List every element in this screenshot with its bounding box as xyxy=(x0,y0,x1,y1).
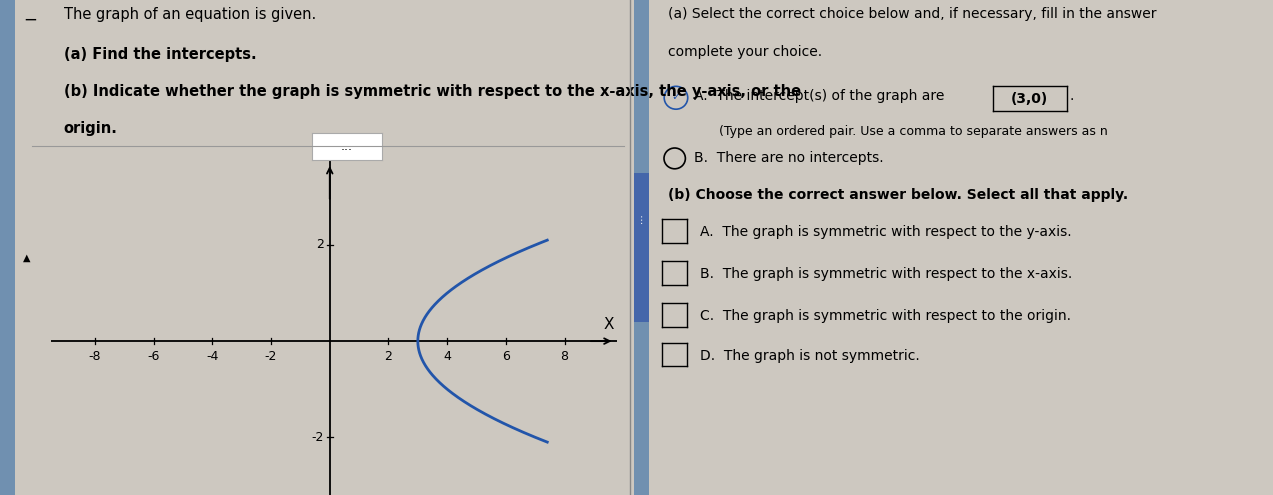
Text: A.  The intercept(s) of the graph are: A. The intercept(s) of the graph are xyxy=(694,89,945,103)
Text: ▲: ▲ xyxy=(23,252,31,262)
Text: complete your choice.: complete your choice. xyxy=(668,45,822,58)
Text: (a) Find the intercepts.: (a) Find the intercepts. xyxy=(64,47,256,62)
Text: C.  The graph is symmetric with respect to the origin.: C. The graph is symmetric with respect t… xyxy=(700,309,1071,323)
Text: −: − xyxy=(23,11,37,29)
Text: (b) Choose the correct answer below. Select all that apply.: (b) Choose the correct answer below. Sel… xyxy=(668,188,1128,202)
Text: 4: 4 xyxy=(443,350,451,363)
Text: X: X xyxy=(603,317,614,333)
Text: .: . xyxy=(1069,89,1073,103)
Text: B.  The graph is symmetric with respect to the x-axis.: B. The graph is symmetric with respect t… xyxy=(700,267,1072,281)
Text: A.  The graph is symmetric with respect to the y-axis.: A. The graph is symmetric with respect t… xyxy=(700,225,1072,239)
Text: (Type an ordered pair. Use a comma to separate answers as n: (Type an ordered pair. Use a comma to se… xyxy=(719,125,1108,138)
Text: 6: 6 xyxy=(502,350,509,363)
Text: (3,0): (3,0) xyxy=(1011,92,1049,105)
Text: -2: -2 xyxy=(265,350,278,363)
Text: -8: -8 xyxy=(89,350,101,363)
Text: The graph of an equation is given.: The graph of an equation is given. xyxy=(64,7,316,22)
Text: -6: -6 xyxy=(148,350,160,363)
Text: 8: 8 xyxy=(560,350,569,363)
Text: -2: -2 xyxy=(312,431,323,444)
Text: -4: -4 xyxy=(206,350,219,363)
Text: ⋯: ⋯ xyxy=(636,213,647,223)
Text: D.  The graph is not symmetric.: D. The graph is not symmetric. xyxy=(700,349,920,363)
Text: ✓: ✓ xyxy=(671,92,681,102)
Text: (a) Select the correct choice below and, if necessary, fill in the answer: (a) Select the correct choice below and,… xyxy=(668,7,1157,21)
Text: (b) Indicate whether the graph is symmetric with respect to the x-axis, the y-ax: (b) Indicate whether the graph is symmet… xyxy=(64,84,801,99)
Text: B.  There are no intercepts.: B. There are no intercepts. xyxy=(694,151,883,165)
Text: 2: 2 xyxy=(384,350,392,363)
Text: ...: ... xyxy=(341,140,353,153)
Text: 2: 2 xyxy=(316,239,323,251)
Text: origin.: origin. xyxy=(64,121,117,136)
